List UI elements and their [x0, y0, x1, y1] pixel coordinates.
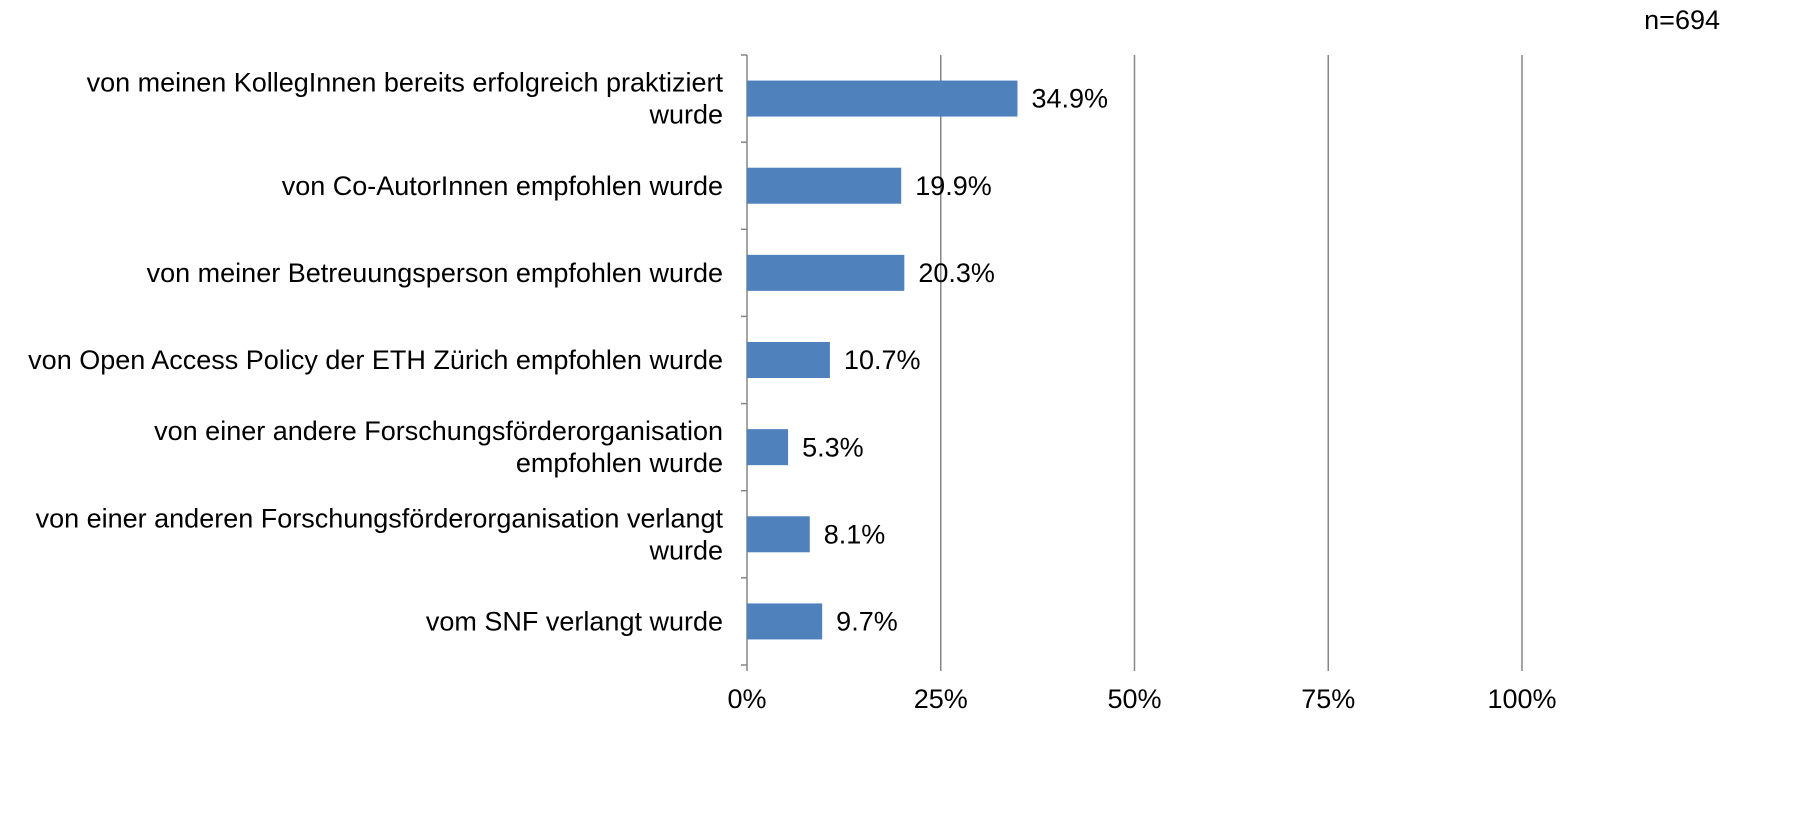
x-tick-label: 25%: [914, 684, 968, 714]
x-tick-label: 50%: [1107, 684, 1161, 714]
y-tick-label: von meiner Betreuungsperson empfohlen wu…: [147, 258, 723, 288]
data-label: 20.3%: [918, 258, 995, 288]
x-tick-label: 75%: [1301, 684, 1355, 714]
data-label: 5.3%: [802, 432, 864, 462]
y-tick-label: von Co-AutorInnen empfohlen wurde: [282, 171, 723, 201]
data-label: 9.7%: [836, 607, 898, 637]
bar: [747, 603, 823, 640]
bar: [747, 254, 905, 291]
y-tick-label: von Open Access Policy der ETH Zürich em…: [28, 345, 723, 375]
data-label: 10.7%: [844, 345, 921, 375]
x-tick-label: 0%: [727, 684, 766, 714]
data-label: 8.1%: [824, 519, 886, 549]
y-tick-label: von meinen KollegInnen bereits erfolgrei…: [87, 68, 724, 130]
bar: [747, 80, 1018, 117]
bar: [747, 167, 902, 204]
bar: [747, 429, 789, 466]
data-label: 34.9%: [1031, 84, 1108, 114]
annotation: n=694: [1644, 5, 1720, 35]
bar: [747, 516, 810, 553]
y-tick-label: von einer anderen Forschungsförderorgani…: [36, 503, 724, 565]
bar: [747, 342, 830, 378]
x-tick-label: 100%: [1487, 684, 1556, 714]
y-tick-label: von einer andere Forschungsförderorganis…: [154, 416, 723, 478]
data-label: 19.9%: [915, 171, 992, 201]
y-tick-label: vom SNF verlangt wurde: [426, 607, 723, 637]
